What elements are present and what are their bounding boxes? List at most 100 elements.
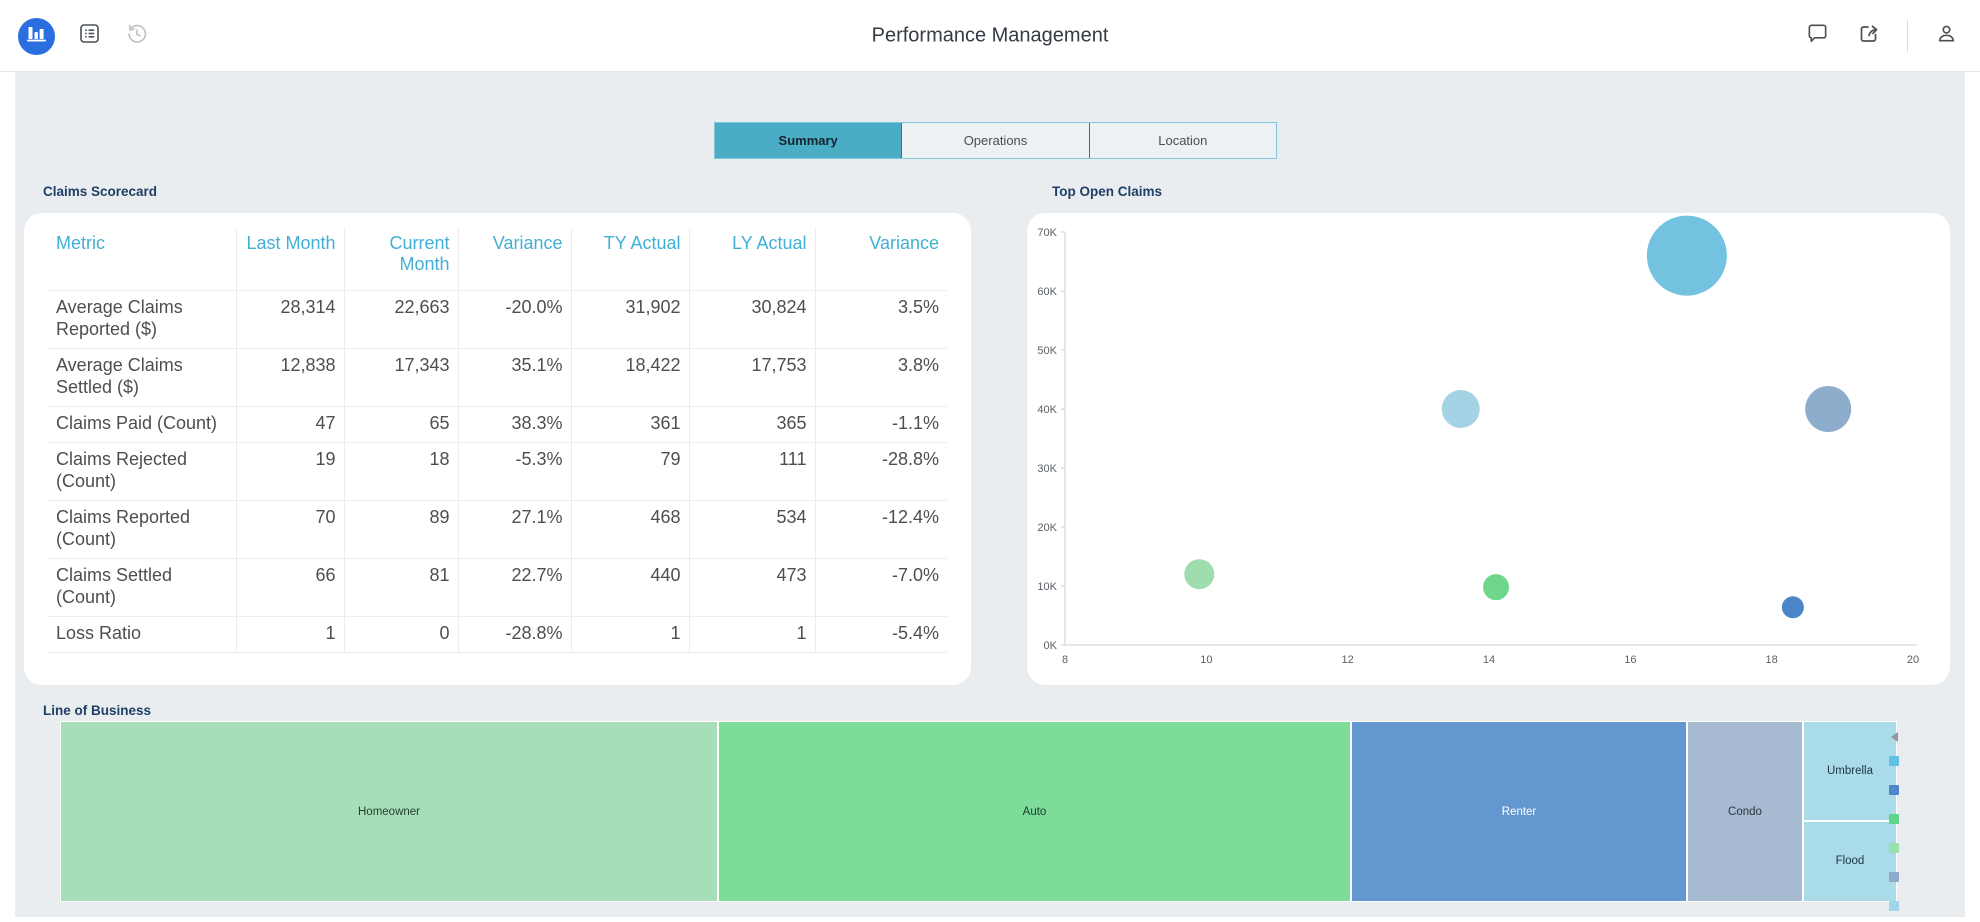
metric-cell: Average Claims Settled ($) — [48, 348, 236, 407]
value-cell: 17,753 — [688, 348, 815, 407]
bubble-point[interactable] — [1441, 390, 1480, 428]
tick-label: 70K — [1037, 227, 1057, 239]
tick-label: 0K — [1044, 640, 1058, 652]
tick-label: 50K — [1037, 345, 1057, 357]
topbar-divider — [1907, 20, 1908, 52]
table-row: Claims Paid (Count) 47 65 38.3% 361 365 -1.1% — [48, 406, 947, 443]
table-row: Loss Ratio 1 0 -28.8% 1 1 -5.4% — [48, 615, 947, 653]
tick-label: 12 — [1342, 654, 1354, 666]
tick-label: 60K — [1037, 286, 1057, 298]
value-cell: -5.3% — [457, 442, 571, 501]
bubble-point[interactable] — [1781, 596, 1804, 619]
treemap-cell-auto[interactable]: Auto — [718, 721, 1352, 902]
bubble-point[interactable] — [1483, 574, 1510, 601]
table-header-row: Metric Last Month Current Month Variance TY … — [48, 229, 947, 291]
share-icon — [1857, 22, 1881, 51]
bubble-point[interactable] — [1805, 386, 1852, 432]
claims-scorecard-heading: Claims Scorecard — [43, 184, 158, 199]
value-cell: -28.8% — [814, 442, 947, 501]
table-row: Average Claims Settled ($) 12,838 17,343 35… — [48, 348, 947, 407]
tick-label: 30K — [1037, 463, 1057, 475]
value-cell: 18 — [343, 442, 458, 501]
column-header: TY Actual — [570, 229, 689, 291]
column-header: Variance — [457, 229, 571, 291]
tick-label: 10 — [1200, 654, 1212, 666]
bar-chart-logo-icon — [27, 24, 46, 48]
value-cell: -12.4% — [814, 500, 947, 559]
legend-swatch[interactable] — [1889, 756, 1899, 766]
value-cell: 81 — [343, 557, 458, 617]
claims-scorecard-table: Metric Last Month Current Month Variance TY … — [48, 229, 947, 653]
column-header: Current Month — [343, 229, 458, 291]
tick-label: 20K — [1037, 522, 1057, 534]
bubble-chart: 0K 10K 20K 30K 40K 50K 60K 70K 8 10 12 14 16 18 20 — [1037, 215, 1919, 666]
value-cell: -7.0% — [814, 557, 947, 617]
treemap-cell-renter[interactable]: Renter — [1351, 721, 1688, 902]
report-list-icon — [78, 22, 101, 50]
legend-swatch[interactable] — [1889, 814, 1899, 824]
column-header: Metric — [56, 233, 105, 253]
app-logo[interactable] — [18, 17, 55, 55]
value-cell: 65 — [343, 406, 458, 443]
treemap-cell-umbrella[interactable]: Umbrella — [1802, 721, 1897, 821]
value-cell: 27.1% — [457, 500, 571, 559]
tick-label: 8 — [1062, 654, 1068, 666]
value-cell: -20.0% — [457, 290, 571, 349]
share-button[interactable] — [1855, 22, 1883, 50]
value-cell: 12,838 — [235, 348, 344, 407]
metric-cell: Claims Reported (Count) — [48, 500, 236, 559]
tick-label: 14 — [1483, 654, 1495, 666]
metric-cell: Loss Ratio — [48, 615, 236, 653]
top-open-claims-heading: Top Open Claims — [1052, 184, 1163, 199]
topbar-right-group — [1803, 0, 1960, 72]
user-icon — [1935, 22, 1958, 50]
value-cell: -5.4% — [814, 615, 947, 653]
value-cell: 79 — [570, 442, 689, 501]
bubble-point[interactable] — [1184, 559, 1215, 590]
tab-operations[interactable]: Operations — [902, 123, 1090, 158]
value-cell: 365 — [688, 406, 815, 443]
history-button[interactable] — [123, 22, 151, 50]
value-cell: 28,314 — [235, 290, 344, 349]
column-header: LY Actual — [688, 229, 815, 291]
history-icon — [125, 22, 149, 51]
value-cell: 38.3% — [457, 406, 571, 443]
treemap-cell-flood[interactable]: Flood — [1802, 820, 1897, 902]
value-cell: 468 — [570, 500, 689, 559]
value-cell: 19 — [235, 442, 344, 501]
value-cell: -1.1% — [814, 406, 947, 443]
metric-cell: Claims Settled (Count) — [48, 557, 236, 617]
line-of-business-heading: Line of Business — [43, 703, 152, 718]
report-list-button[interactable] — [75, 22, 103, 50]
user-button[interactable] — [1932, 22, 1960, 50]
value-cell: 30,824 — [688, 290, 815, 349]
legend-swatch[interactable] — [1889, 872, 1899, 882]
treemap-cell-condo[interactable]: Condo — [1687, 721, 1803, 902]
comment-button[interactable] — [1803, 22, 1831, 50]
tick-label: 10K — [1037, 581, 1057, 593]
value-cell: 1 — [688, 615, 815, 653]
bubble-point[interactable] — [1646, 215, 1727, 296]
tab-location[interactable]: Location — [1158, 133, 1208, 148]
value-cell: 473 — [688, 557, 815, 617]
value-cell: 3.8% — [814, 348, 947, 407]
tab-summary[interactable]: Summary — [715, 123, 903, 158]
table-row: Claims Rejected (Count) 19 18 -5.3% 79 111 -28… — [48, 442, 947, 501]
treemap-cell-homeowner[interactable]: Homeowner — [60, 721, 718, 902]
value-cell: 534 — [688, 500, 815, 559]
treemap-legend — [1887, 732, 1901, 922]
legend-swatch[interactable] — [1889, 785, 1899, 795]
legend-swatch[interactable] — [1889, 843, 1899, 853]
value-cell: 3.5% — [814, 290, 947, 349]
top-open-claims-card: 0K 10K 20K 30K 40K 50K 60K 70K 8 10 12 14 16 18 20 — [1027, 213, 1950, 685]
legend-collapse-icon[interactable] — [1890, 732, 1898, 742]
value-cell: 66 — [235, 557, 344, 617]
value-cell: 18,422 — [570, 348, 689, 407]
value-cell: 89 — [343, 500, 458, 559]
legend-swatch[interactable] — [1889, 901, 1899, 911]
tick-label: 18 — [1766, 654, 1778, 666]
tick-label: 20 — [1907, 654, 1919, 666]
page-title: Performance Management — [871, 24, 1109, 46]
value-cell: 47 — [235, 406, 344, 443]
value-cell: 361 — [570, 406, 689, 443]
